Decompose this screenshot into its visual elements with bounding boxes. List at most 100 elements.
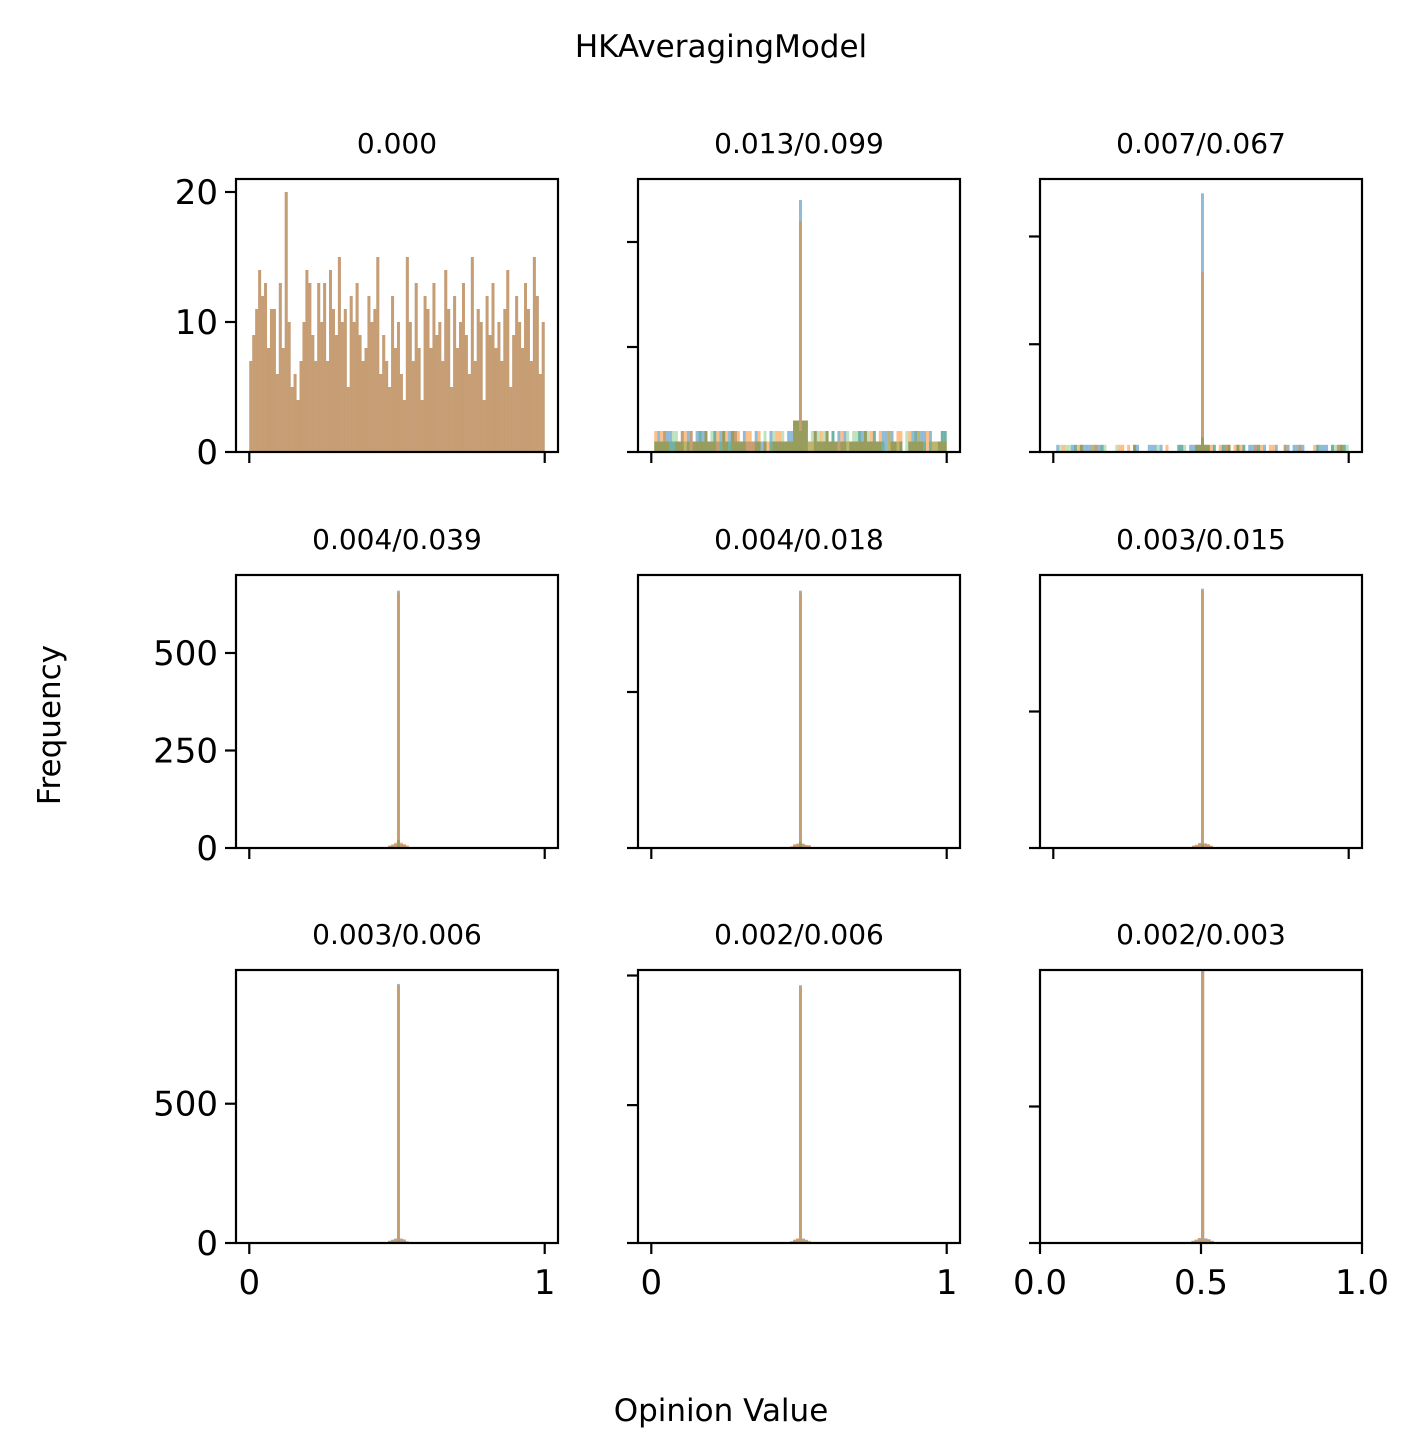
histogram-bar xyxy=(710,431,714,452)
histogram-bar xyxy=(739,441,743,452)
histogram-bar xyxy=(512,335,516,452)
histogram-bar xyxy=(367,296,371,452)
histogram-bar xyxy=(908,431,912,452)
histogram-bar xyxy=(269,309,273,452)
histogram-bar xyxy=(834,441,838,452)
histogram-bar xyxy=(1212,444,1216,452)
histogram-bar xyxy=(819,441,823,452)
histogram-bar xyxy=(799,986,802,1243)
histogram-bar xyxy=(320,322,324,452)
subplot-title: 0.007/0.067 xyxy=(1116,127,1286,160)
histogram-bar xyxy=(881,431,885,452)
histogram-bar xyxy=(822,441,826,452)
histogram-bar xyxy=(914,441,918,452)
histogram-bar xyxy=(464,335,468,452)
histogram-bar xyxy=(677,441,681,452)
histogram-bar xyxy=(420,400,424,452)
histogram-bar xyxy=(275,374,279,452)
histogram-bar xyxy=(760,441,764,452)
histogram-bar xyxy=(317,283,321,452)
histogram-bar xyxy=(453,296,457,452)
histogram-bar xyxy=(790,441,794,452)
histogram-bar xyxy=(722,431,726,452)
histogram-bar xyxy=(1136,444,1139,452)
histogram-bar xyxy=(1180,444,1184,452)
histogram-bar xyxy=(394,842,397,848)
histogram-bar xyxy=(435,335,439,452)
subplot: 0.013/0.099 xyxy=(627,127,962,463)
histogram-bar xyxy=(1150,444,1154,452)
histogram-bar xyxy=(887,431,891,452)
histogram-bar xyxy=(754,441,758,452)
histogram-bar xyxy=(1227,444,1231,452)
histogram-bar xyxy=(775,431,779,452)
histogram-bar xyxy=(1295,444,1299,452)
histogram-bar xyxy=(1156,444,1160,452)
histogram-bar xyxy=(831,431,835,452)
histogram-bar xyxy=(506,270,510,452)
histogram-bar xyxy=(796,843,799,848)
histogram-bar xyxy=(763,441,767,452)
histogram-bar xyxy=(793,1239,797,1243)
y-tick-label: 10 xyxy=(175,303,218,343)
histogram-bar xyxy=(872,431,876,452)
histogram-bar xyxy=(790,441,794,452)
histogram-bar xyxy=(1239,444,1243,452)
histogram-bar xyxy=(769,431,773,452)
histogram-bar xyxy=(710,441,714,452)
histogram-bar xyxy=(1059,444,1063,452)
histogram-bar xyxy=(784,441,788,452)
histogram-bar xyxy=(840,441,844,452)
histogram-bar xyxy=(500,361,504,452)
histogram-bar xyxy=(748,431,752,452)
histogram-bar xyxy=(1333,444,1337,452)
histogram-bar xyxy=(804,420,808,452)
histogram-bar xyxy=(1153,444,1157,452)
histogram-bar xyxy=(719,431,723,452)
axes-frame xyxy=(234,177,560,454)
histogram-bar xyxy=(296,400,300,452)
histogram-bar xyxy=(1206,444,1210,452)
histogram-bar xyxy=(716,431,720,452)
histogram-bar xyxy=(485,296,489,452)
histogram-bar xyxy=(1180,444,1184,452)
histogram-bar xyxy=(793,420,797,452)
histogram-bar xyxy=(858,431,862,452)
axes-frame xyxy=(234,968,560,1245)
histogram-bar xyxy=(1342,444,1346,452)
histogram-bar xyxy=(680,431,684,452)
histogram-bar xyxy=(943,441,947,452)
histogram-bar xyxy=(796,420,799,452)
histogram-bar xyxy=(766,441,770,452)
axes-frame xyxy=(1038,177,1364,454)
histogram-bar xyxy=(914,431,918,452)
histogram-bar xyxy=(781,441,785,452)
histogram-bar xyxy=(394,1239,397,1243)
histogram-bar xyxy=(928,441,932,452)
figure-xlabel: Opinion Value xyxy=(614,1393,829,1429)
histogram-bar xyxy=(1206,444,1210,452)
histogram-bar xyxy=(302,322,306,452)
histogram-bar xyxy=(1203,444,1207,452)
histogram-bar xyxy=(1094,444,1098,452)
histogram-bar xyxy=(515,296,519,452)
histogram-bars xyxy=(388,983,409,1243)
histogram-bar xyxy=(801,844,805,848)
axes-frame xyxy=(636,177,962,454)
histogram-bar xyxy=(734,431,737,452)
histogram-bar xyxy=(1183,444,1187,452)
histogram-bar xyxy=(801,420,805,452)
histogram-bar xyxy=(863,431,867,452)
histogram-bar xyxy=(491,283,495,452)
histogram-bar xyxy=(807,441,811,452)
histogram-bar xyxy=(671,431,675,452)
histogram-bar xyxy=(1159,444,1163,452)
histogram-bar xyxy=(787,441,791,452)
histogram-bar xyxy=(704,431,708,452)
histogram-bar xyxy=(881,441,885,452)
histogram-bar xyxy=(1201,437,1204,452)
histogram-bar xyxy=(308,283,312,452)
histogram-bar xyxy=(713,441,717,452)
